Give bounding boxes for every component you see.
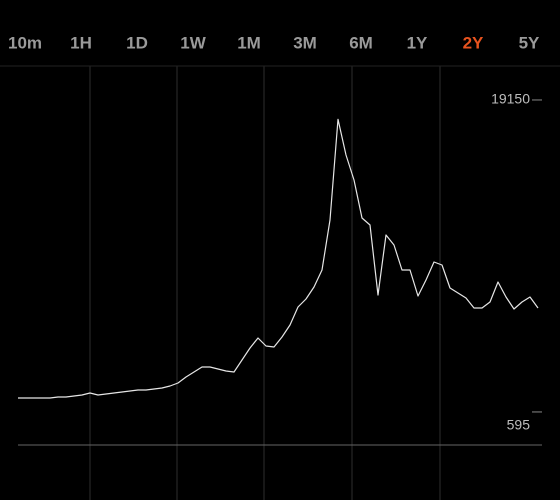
time-range-tab[interactable]: 1D <box>126 33 148 52</box>
time-range-tab[interactable]: 5Y <box>519 33 540 52</box>
vertical-guides <box>89 66 441 500</box>
price-line <box>18 118 539 399</box>
time-range-tab[interactable]: 1M <box>237 33 261 52</box>
time-range-tab[interactable]: 2Y <box>463 33 484 52</box>
time-range-tab[interactable]: 1H <box>70 33 92 52</box>
time-range-tab[interactable]: 6M <box>349 33 373 52</box>
y-tick-label: 595 <box>507 417 531 433</box>
time-range-tab[interactable]: 3M <box>293 33 317 52</box>
time-range-tab[interactable]: 1W <box>180 33 206 52</box>
y-tick-label: 19150 <box>491 91 530 107</box>
time-range-tab[interactable]: 10m <box>8 33 42 52</box>
time-range-tab[interactable]: 1Y <box>407 33 428 52</box>
